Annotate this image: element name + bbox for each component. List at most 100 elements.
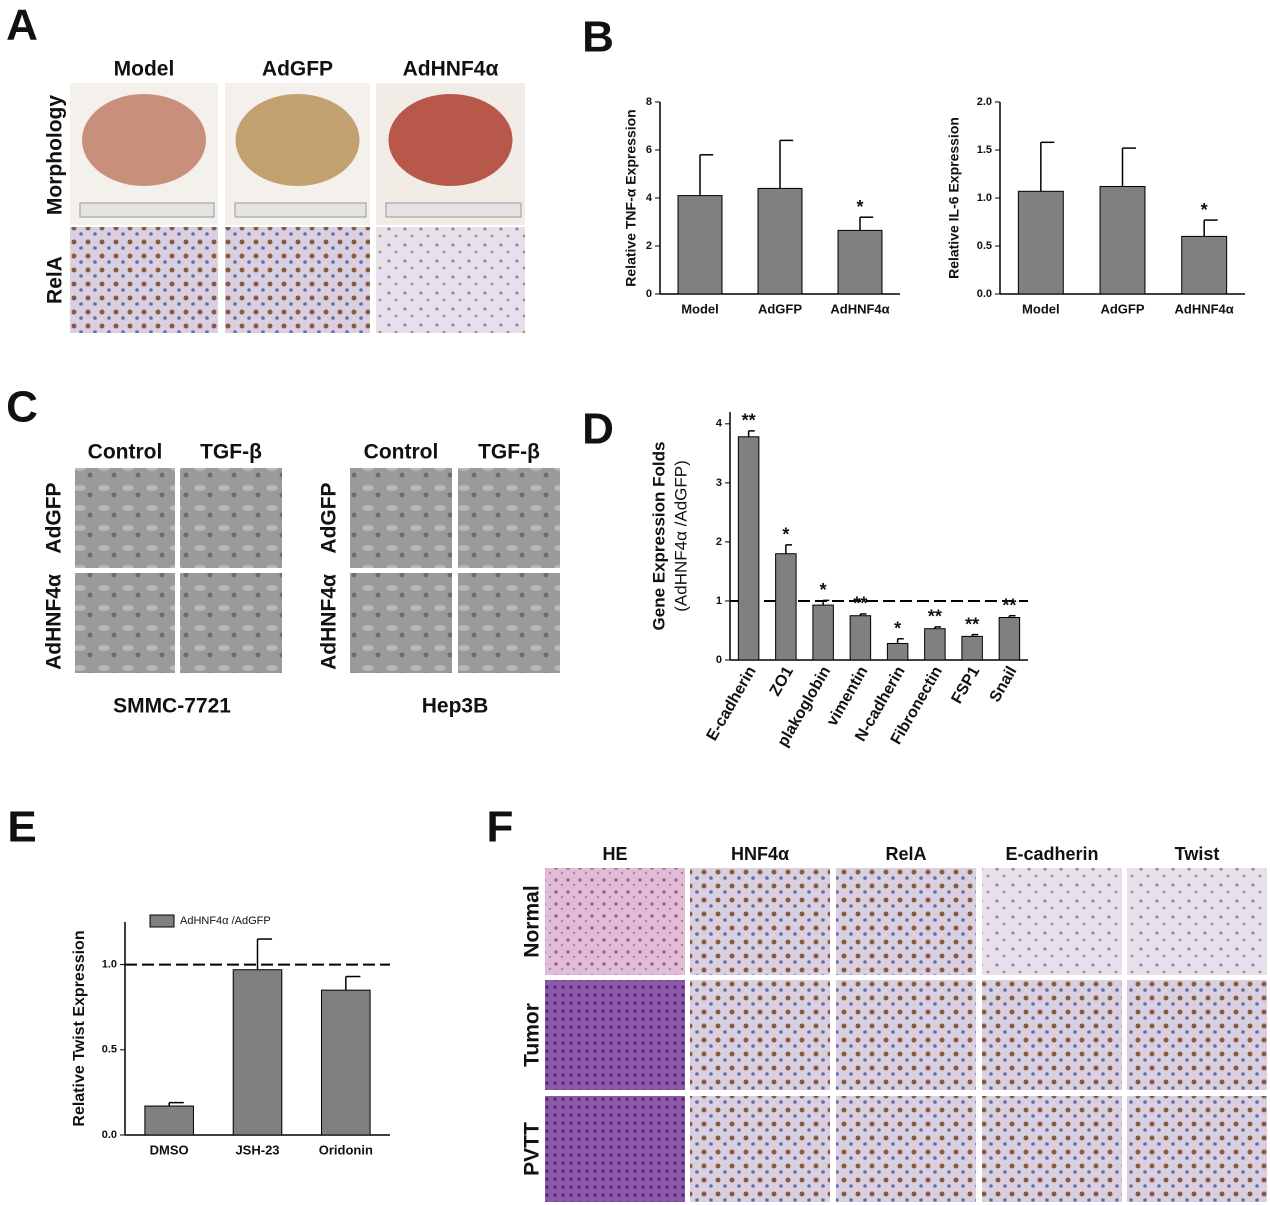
tissue-image bbox=[982, 980, 1122, 1090]
column-label: RelA bbox=[885, 844, 926, 864]
x-tick-label: DMSO bbox=[150, 1142, 189, 1157]
x-tick-label: FSP1 bbox=[949, 664, 984, 707]
cell-image bbox=[458, 573, 560, 673]
y-axis-label: Relative Twist Expression bbox=[71, 930, 88, 1126]
x-tick-label: AdGFP bbox=[1100, 301, 1144, 316]
y-tick-label: 3 bbox=[716, 477, 722, 489]
cell-image bbox=[350, 468, 452, 568]
panel-label: F bbox=[487, 803, 514, 852]
y-axis-label: (AdHNF4α /AdGFP) bbox=[671, 460, 690, 612]
x-tick-label: Model bbox=[681, 301, 719, 316]
y-tick-label: 1.0 bbox=[102, 959, 117, 971]
bar bbox=[924, 628, 946, 661]
bar bbox=[677, 195, 723, 295]
y-axis-label: Gene Expression Folds bbox=[649, 442, 668, 631]
liver bbox=[235, 94, 360, 186]
bar bbox=[1017, 190, 1064, 295]
column-label: Control bbox=[364, 441, 439, 464]
panel-label: C bbox=[6, 383, 38, 432]
y-tick-label: 0 bbox=[646, 288, 652, 300]
group-label: SMMC-7721 bbox=[113, 695, 231, 718]
cell-image bbox=[75, 468, 175, 568]
ihc-image bbox=[376, 227, 525, 333]
y-tick-label: 2 bbox=[716, 536, 722, 548]
tissue-image bbox=[545, 868, 685, 975]
bar bbox=[998, 616, 1021, 661]
ruler bbox=[79, 202, 215, 218]
x-tick-label: E-cadherin bbox=[704, 664, 760, 744]
significance: * bbox=[856, 197, 863, 217]
bar bbox=[812, 604, 834, 661]
panel-label: B bbox=[582, 13, 614, 62]
tissue-image bbox=[1127, 1096, 1267, 1202]
tissue-image bbox=[690, 1096, 830, 1202]
row-label: PVTT bbox=[521, 1122, 544, 1176]
y-tick-label: 4 bbox=[716, 418, 723, 430]
tissue-image bbox=[1127, 868, 1267, 975]
panel-label: D bbox=[582, 405, 614, 454]
ruler bbox=[385, 202, 522, 218]
row-label: Morphology bbox=[44, 95, 67, 215]
tissue-image bbox=[545, 980, 685, 1090]
bar bbox=[849, 615, 872, 661]
y-tick-label: 2 bbox=[646, 240, 652, 252]
x-tick-label: AdHNF4α bbox=[830, 301, 889, 316]
x-tick-label: AdHNF4α bbox=[1175, 301, 1234, 316]
bar bbox=[775, 553, 797, 661]
bar bbox=[886, 642, 909, 661]
column-label: AdHNF4α bbox=[403, 58, 499, 81]
bar bbox=[321, 989, 371, 1136]
y-axis-label: Relative IL-6 Expression bbox=[946, 117, 962, 279]
column-label: E-cadherin bbox=[1005, 844, 1098, 864]
x-tick-label: ZO1 bbox=[767, 664, 797, 700]
legend-label: AdHNF4α /AdGFP bbox=[180, 915, 271, 927]
bar bbox=[1181, 235, 1228, 295]
tissue-image bbox=[836, 1096, 976, 1202]
significance: * bbox=[894, 618, 901, 638]
row-label: AdHNF4α bbox=[318, 574, 341, 670]
panel-label: E bbox=[7, 803, 36, 852]
significance: ** bbox=[742, 411, 756, 431]
cell-image bbox=[75, 573, 175, 673]
y-axis-label: Relative TNF-α Expression bbox=[623, 109, 639, 286]
ruler bbox=[234, 202, 367, 218]
row-label: Tumor bbox=[521, 1003, 544, 1067]
x-tick-label: AdGFP bbox=[758, 301, 802, 316]
tissue-image bbox=[690, 868, 830, 975]
row-label: RelA bbox=[44, 256, 67, 304]
row-label: Normal bbox=[521, 885, 544, 957]
tissue-image bbox=[982, 1096, 1122, 1202]
column-label: Twist bbox=[1175, 844, 1220, 864]
x-tick-label: Oridonin bbox=[319, 1142, 373, 1157]
row-label: AdHNF4α bbox=[43, 574, 66, 670]
column-label: HNF4α bbox=[731, 844, 789, 864]
y-tick-label: 8 bbox=[646, 96, 652, 108]
cell-image bbox=[458, 468, 560, 568]
panel-label: A bbox=[6, 1, 38, 50]
cell-image bbox=[180, 573, 282, 673]
significance: ** bbox=[965, 614, 979, 634]
row-label: AdGFP bbox=[43, 482, 66, 553]
column-label: Control bbox=[88, 441, 163, 464]
tissue-image bbox=[545, 1096, 685, 1202]
column-label: TGF-β bbox=[200, 441, 262, 464]
group-label: Hep3B bbox=[422, 695, 489, 718]
cell-image bbox=[180, 468, 282, 568]
legend-swatch bbox=[149, 914, 175, 928]
y-tick-label: 4 bbox=[646, 192, 653, 204]
column-label: Model bbox=[114, 58, 175, 81]
y-tick-label: 0.5 bbox=[977, 240, 992, 252]
y-tick-label: 6 bbox=[646, 144, 652, 156]
column-label: TGF-β bbox=[478, 441, 540, 464]
liver bbox=[82, 94, 206, 186]
significance: ** bbox=[853, 594, 867, 614]
significance: * bbox=[782, 525, 789, 545]
y-tick-label: 1.0 bbox=[977, 192, 992, 204]
bar bbox=[1099, 185, 1146, 295]
y-tick-label: 0 bbox=[716, 654, 722, 666]
x-tick-label: Model bbox=[1022, 301, 1060, 316]
liver bbox=[388, 94, 513, 186]
tissue-image bbox=[1127, 980, 1267, 1090]
bar bbox=[961, 635, 983, 661]
